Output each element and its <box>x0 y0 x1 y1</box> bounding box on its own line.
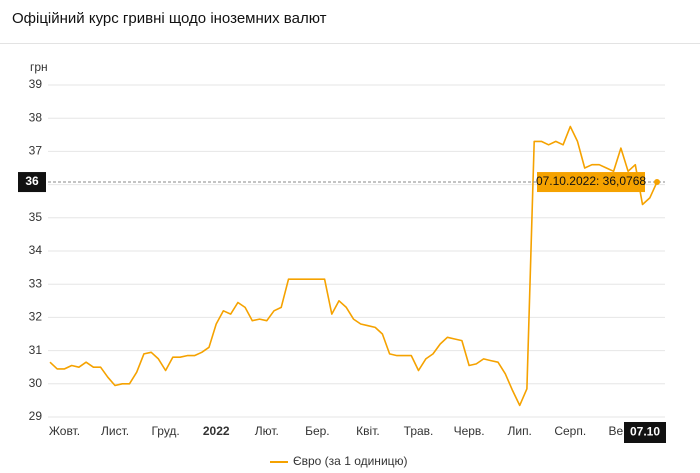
y-crosshair-box <box>18 172 46 193</box>
x-tick-label: Жовт. <box>49 424 80 438</box>
x-tick-label: Квіт. <box>356 424 380 438</box>
y-tick-label: 35 <box>29 210 43 224</box>
x-tick-label: Лист. <box>101 424 129 438</box>
y-tick-label: 39 <box>29 77 43 91</box>
legend-label: Євро (за 1 одиницю) <box>293 454 408 468</box>
tooltip-text: 07.10.2022: 36,0768 <box>536 174 646 188</box>
y-axis-label: грн <box>30 60 48 74</box>
x-tick-label: Черв. <box>454 424 485 438</box>
y-tick-label: 29 <box>29 409 43 423</box>
crosshair-point <box>654 179 660 186</box>
x-tick-label: Лют. <box>255 424 279 438</box>
chart: грн 29 30 31 32 33 34 35 36 37 38 39 Жовт. Лист. Груд… <box>18 60 666 468</box>
y-tick-label: 38 <box>29 110 43 124</box>
x-tick-label: Серп. <box>554 424 586 438</box>
header-title: Офіційний курс гривні щодо іноземних вал… <box>0 0 700 44</box>
tooltip-box <box>537 172 645 193</box>
x-tick-label: Трав. <box>404 424 434 438</box>
x-crosshair-box <box>624 422 666 443</box>
x-tick-label: 2022 <box>203 424 230 438</box>
x-tick-label: Бер. <box>305 424 330 438</box>
y-tick-label: 33 <box>29 276 43 290</box>
y-crosshair-label: 36 <box>25 174 39 188</box>
y-tick-label: 34 <box>29 243 43 257</box>
x-tick-label: Груд. <box>151 424 179 438</box>
x-crosshair-label: 07.10 <box>630 425 660 439</box>
x-tick-label: Лип. <box>507 424 531 438</box>
y-tick-label: 32 <box>29 310 43 324</box>
y-tick-label: 30 <box>29 376 43 390</box>
series-line <box>49 125 658 407</box>
y-tick-label: 31 <box>29 343 43 357</box>
y-tick-label: 37 <box>29 144 43 158</box>
